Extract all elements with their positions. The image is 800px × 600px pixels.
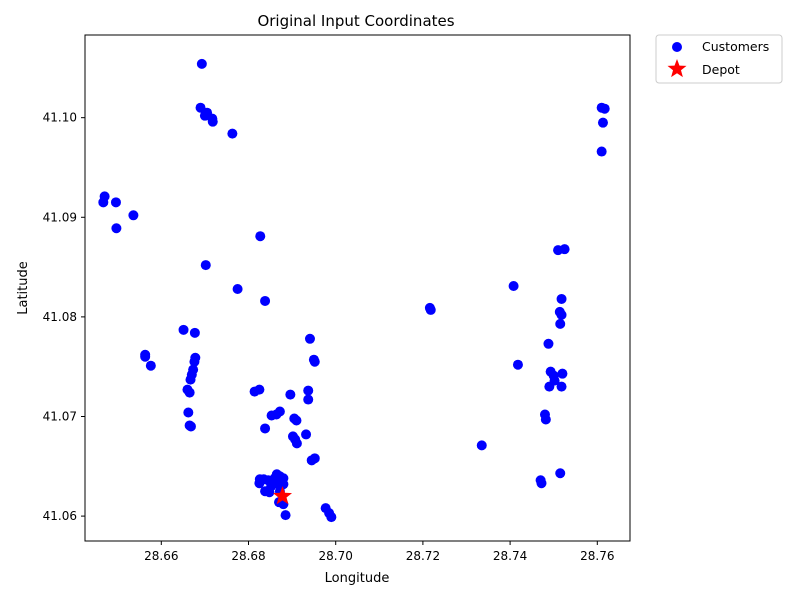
customer-point bbox=[597, 117, 608, 128]
customer-point bbox=[555, 468, 566, 479]
customer-point bbox=[556, 293, 567, 304]
legend-customers-label: Customers bbox=[702, 39, 769, 54]
customer-point bbox=[200, 260, 211, 271]
customer-point bbox=[254, 478, 265, 489]
customer-point bbox=[326, 512, 337, 523]
customer-point bbox=[596, 146, 607, 157]
customer-point bbox=[291, 415, 302, 426]
customer-point bbox=[111, 223, 122, 234]
y-tick-label: 41.08 bbox=[43, 310, 77, 324]
customer-point bbox=[557, 368, 568, 379]
customer-point bbox=[110, 197, 121, 208]
customer-point bbox=[544, 381, 555, 392]
y-tick-label: 41.06 bbox=[43, 509, 77, 523]
plot-area-frame bbox=[84, 34, 631, 542]
x-tick-label: 28.72 bbox=[406, 549, 440, 563]
legend-frame bbox=[655, 34, 783, 84]
customer-point bbox=[184, 387, 195, 398]
customer-point bbox=[196, 58, 207, 69]
customer-point bbox=[128, 210, 139, 221]
customer-point bbox=[145, 360, 156, 371]
y-tick-label: 41.09 bbox=[43, 210, 77, 224]
x-tick-label: 28.76 bbox=[580, 549, 614, 563]
data-points bbox=[98, 58, 610, 523]
customer-point bbox=[183, 407, 194, 418]
customer-point bbox=[476, 440, 487, 451]
customer-point bbox=[301, 429, 312, 440]
customer-point bbox=[178, 324, 189, 335]
customer-point bbox=[264, 487, 275, 498]
customer-point bbox=[303, 385, 314, 396]
customer-point bbox=[303, 394, 314, 405]
customer-point bbox=[304, 333, 315, 344]
legend-depot-label: Depot bbox=[702, 62, 740, 77]
customer-point bbox=[536, 478, 547, 489]
x-tick-label: 28.70 bbox=[319, 549, 353, 563]
x-tick-label: 28.68 bbox=[231, 549, 265, 563]
customer-point bbox=[543, 338, 554, 349]
customer-point bbox=[309, 453, 320, 464]
customer-point bbox=[556, 381, 567, 392]
customer-point bbox=[291, 438, 302, 449]
x-tick-label: 28.74 bbox=[493, 549, 527, 563]
customer-point bbox=[599, 103, 610, 114]
customer-point bbox=[189, 327, 200, 338]
x-axis-ticks: 28.66 28.68 28.70 28.72 28.74 28.76 bbox=[144, 541, 614, 563]
customer-point bbox=[274, 406, 285, 417]
legend-customers-marker bbox=[672, 42, 682, 52]
y-tick-label: 41.10 bbox=[43, 111, 77, 125]
customer-point bbox=[309, 356, 320, 367]
customer-point bbox=[425, 304, 436, 315]
customer-point bbox=[559, 244, 570, 255]
customer-point bbox=[260, 295, 271, 306]
customer-point bbox=[140, 351, 151, 362]
y-axis-label: Latitude bbox=[16, 261, 31, 315]
customer-point bbox=[98, 197, 109, 208]
customer-point bbox=[185, 374, 196, 385]
customer-point bbox=[254, 384, 265, 395]
legend-depot-marker bbox=[667, 59, 687, 78]
y-axis-ticks: 41.06 41.07 41.08 41.09 41.10 bbox=[43, 111, 85, 523]
customer-point bbox=[508, 281, 519, 292]
customer-point bbox=[207, 116, 218, 127]
customer-point bbox=[260, 423, 271, 434]
customer-point bbox=[285, 389, 296, 400]
legend: Customers Depot bbox=[655, 34, 783, 84]
customer-point bbox=[232, 283, 243, 294]
customer-point bbox=[185, 421, 196, 432]
depot-point bbox=[273, 486, 293, 505]
customer-point bbox=[556, 309, 567, 320]
customer-point bbox=[189, 356, 200, 367]
chart-title: Original Input Coordinates bbox=[257, 12, 454, 30]
customer-point bbox=[540, 414, 551, 425]
customer-point bbox=[255, 231, 266, 242]
x-axis-label: Longitude bbox=[325, 571, 390, 586]
x-tick-label: 28.66 bbox=[144, 549, 178, 563]
customer-point bbox=[280, 510, 291, 521]
customer-point bbox=[227, 128, 238, 139]
customer-point bbox=[555, 318, 566, 329]
y-tick-label: 41.07 bbox=[43, 409, 77, 423]
customer-point bbox=[512, 359, 523, 370]
